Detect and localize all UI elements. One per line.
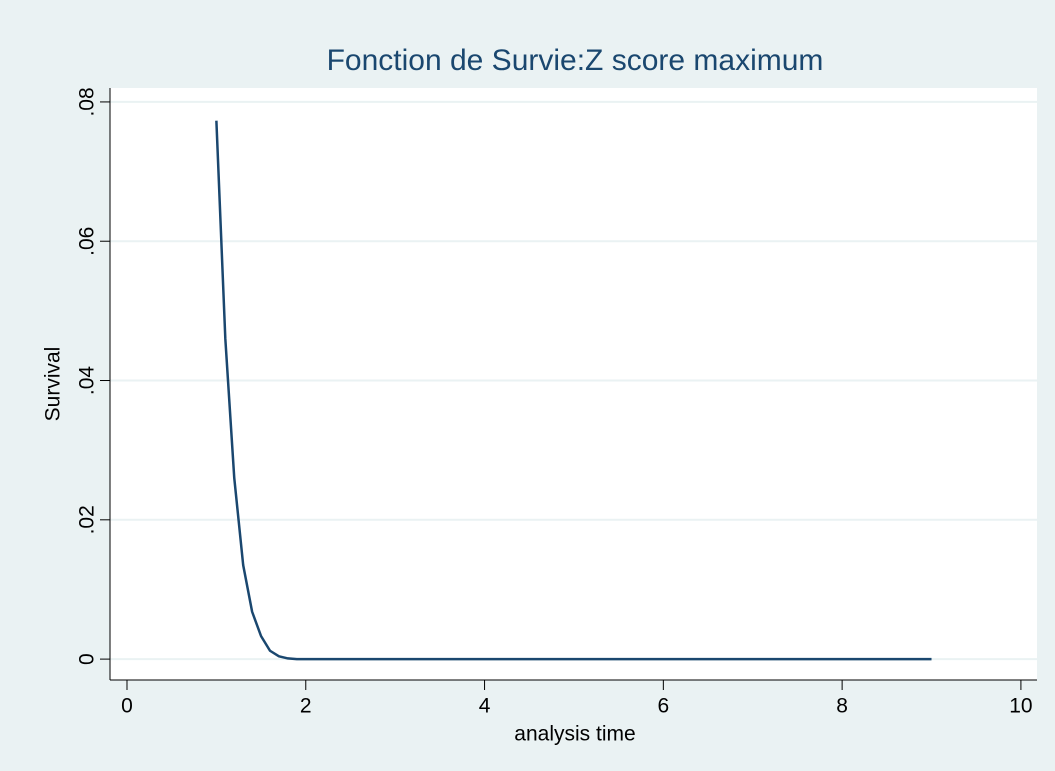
x-tick-label: 0 (121, 695, 133, 718)
y-tick-label: .04 (76, 366, 99, 396)
y-tick-label: .08 (76, 87, 99, 116)
y-tick-label: 0 (76, 653, 99, 665)
x-tick-label: 2 (300, 695, 312, 718)
y-tick-label: .06 (76, 227, 99, 256)
plot-area (110, 88, 1037, 680)
y-axis-title: Survival (42, 347, 65, 422)
chart-title: Fonction de Survie:Z score maximum (327, 44, 824, 77)
x-tick-label: 4 (479, 695, 491, 718)
y-tick-label: .02 (76, 505, 99, 534)
x-tick-label: 10 (1009, 695, 1032, 718)
x-tick-label: 8 (836, 695, 848, 718)
x-axis-title: analysis time (514, 723, 635, 746)
x-tick-label: 6 (657, 695, 669, 718)
survival-line (215, 120, 932, 661)
